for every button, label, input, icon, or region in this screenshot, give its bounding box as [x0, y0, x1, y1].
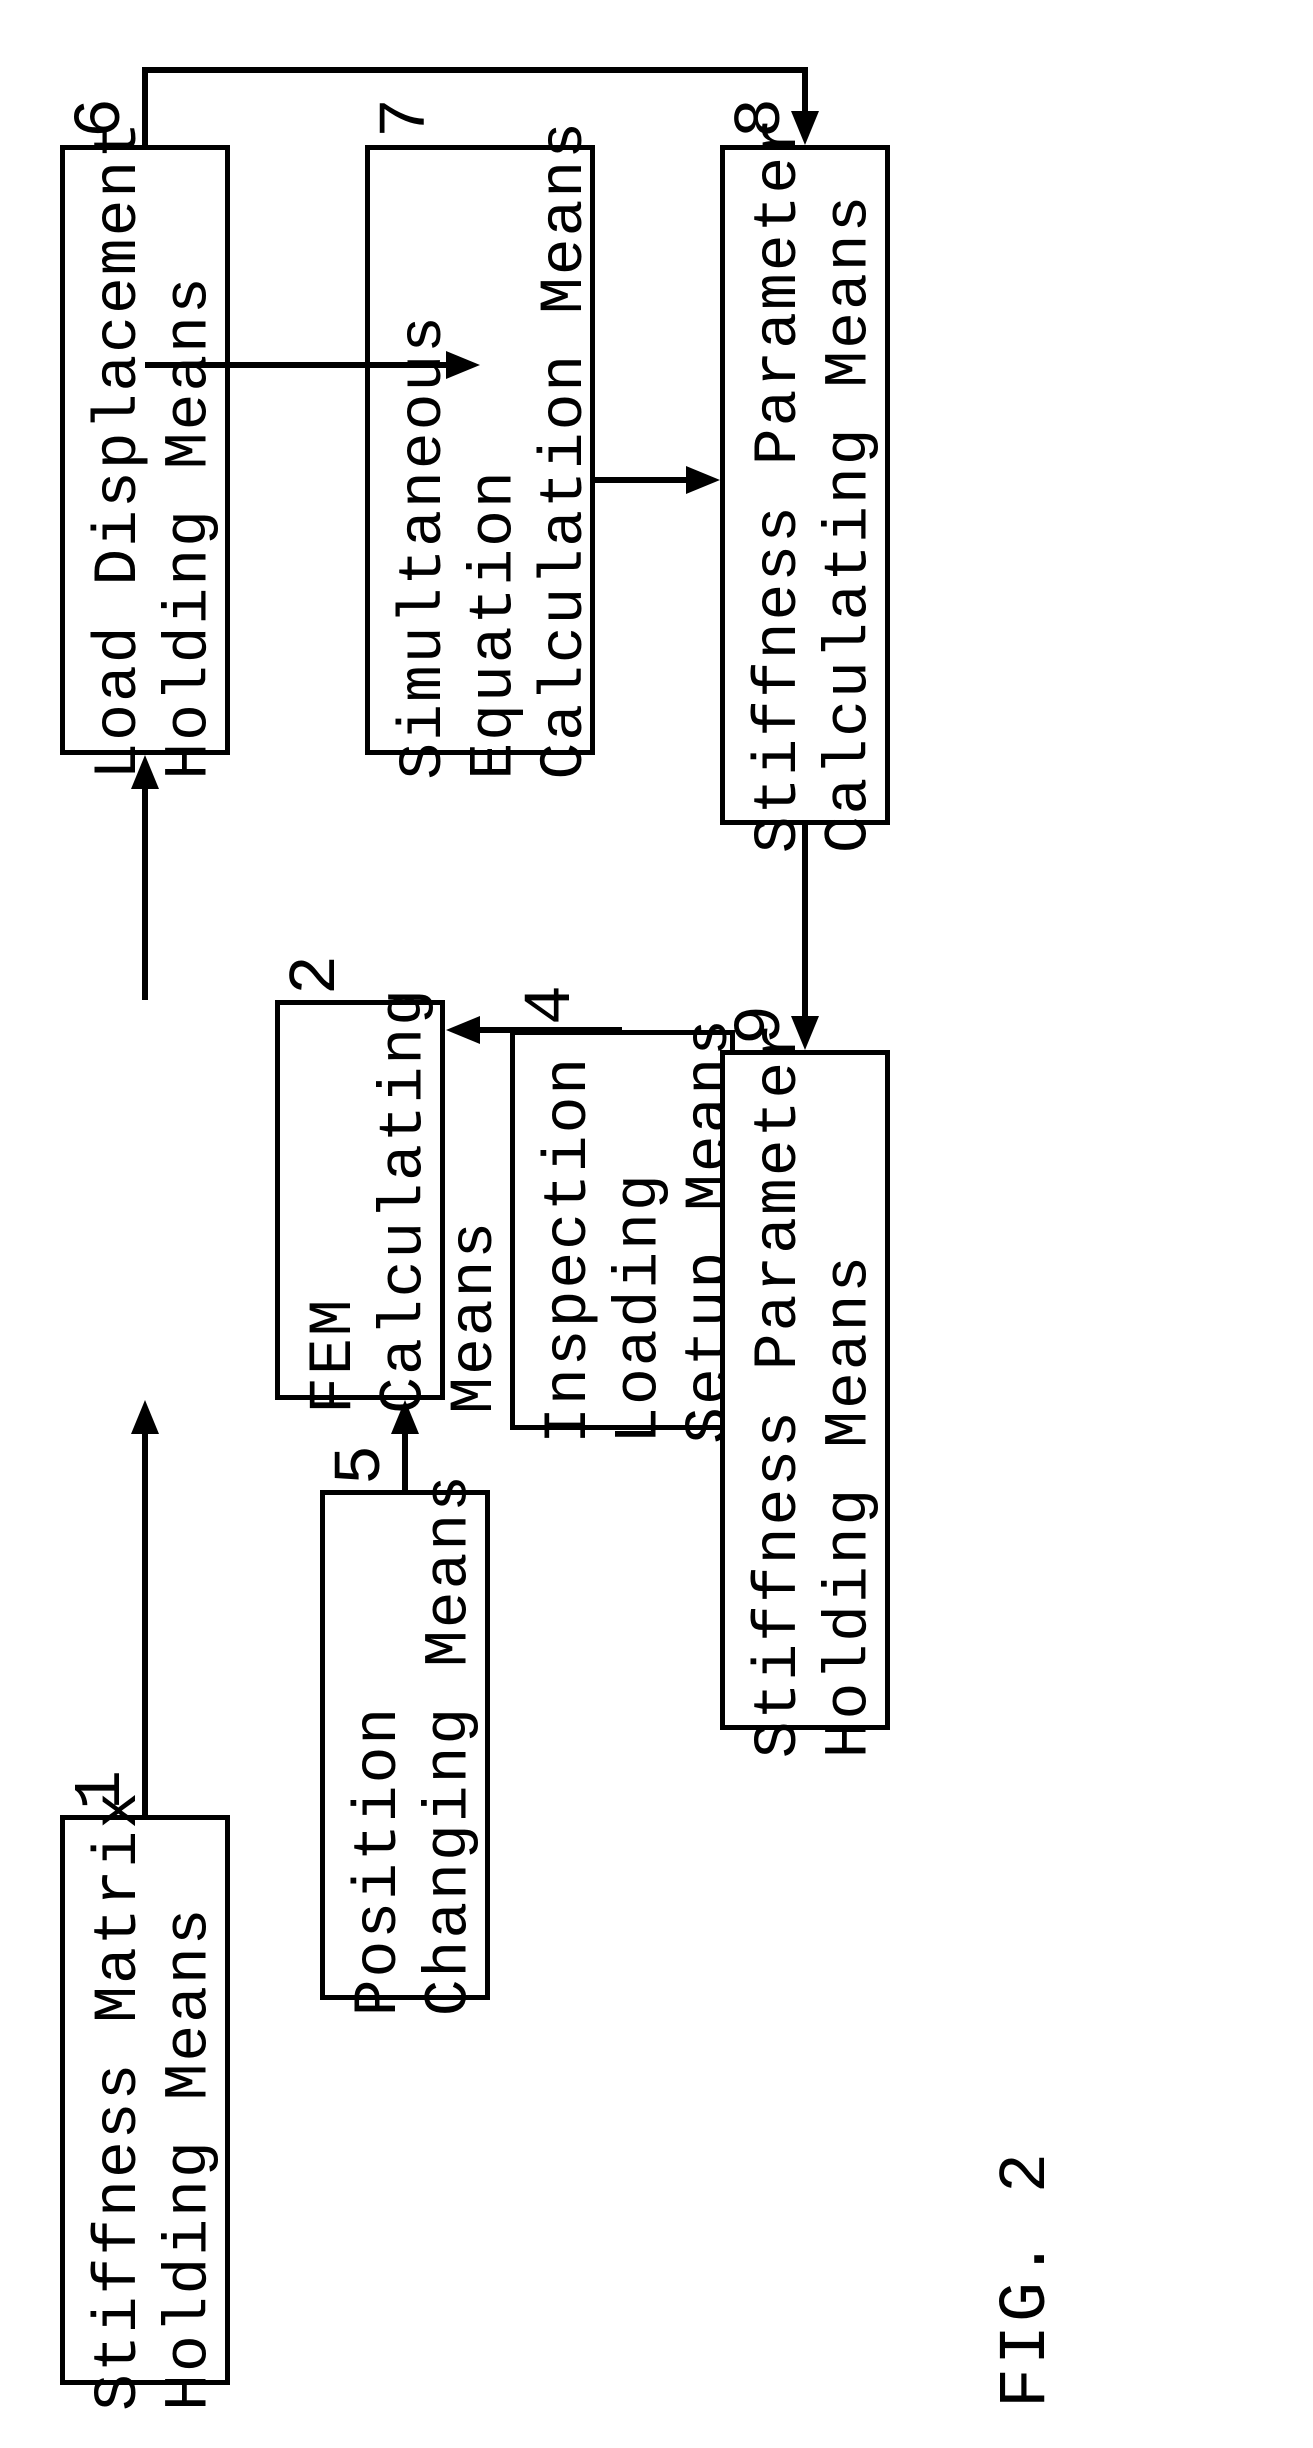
diagram-canvas: Stiffness Matrix Holding Means 1 FEM Cal…	[0, 0, 1313, 2448]
node-position-changing-means: Position Changing Means	[320, 1490, 490, 2000]
node-label-2: 2	[280, 955, 355, 995]
node-text: Stiffness Parameter Holding Means	[745, 1021, 886, 1758]
node-load-displacement-holding-means: Load Displacement Holding Means	[60, 145, 230, 755]
node-stiffness-matrix-holding-means: Stiffness Matrix Holding Means	[60, 1815, 230, 2385]
node-label-4: 4	[515, 985, 590, 1025]
node-text: Position Changing Means	[345, 1473, 486, 2016]
node-label-9: 9	[725, 1005, 800, 1045]
node-label-5: 5	[325, 1445, 400, 1485]
node-text: Simultaneous Equation Calculation Means	[390, 120, 602, 780]
node-stiffness-parameter-holding-means: Stiffness Parameter Holding Means	[720, 1050, 890, 1730]
node-inspection-loading-setup-means: Inspection Loading Setup Means	[510, 1030, 735, 1430]
node-stiffness-parameter-calculating-means: Stiffness Parameter Calculating Means	[720, 145, 890, 825]
node-fem-calculating-means: FEM Calculating Means	[275, 1000, 445, 1400]
arrowhead-icon	[686, 466, 720, 494]
node-text: Stiffness Parameter Calculating Means	[745, 116, 886, 853]
node-text: Stiffness Matrix Holding Means	[85, 1790, 226, 2411]
node-label-1: 1	[65, 1770, 140, 1810]
node-text: Inspection Loading Setup Means	[535, 1017, 747, 1444]
node-label-7: 7	[370, 98, 445, 138]
node-label-8: 8	[725, 98, 800, 138]
arrowhead-icon	[131, 1400, 159, 1434]
node-text: FEM Calculating Means	[300, 987, 512, 1414]
figure-label: FIG. 2	[990, 2150, 1065, 2408]
node-label-6: 6	[65, 98, 140, 138]
node-simultaneous-equation-calculation-means: Simultaneous Equation Calculation Means	[365, 145, 595, 755]
node-text: Load Displacement Holding Means	[85, 120, 226, 780]
